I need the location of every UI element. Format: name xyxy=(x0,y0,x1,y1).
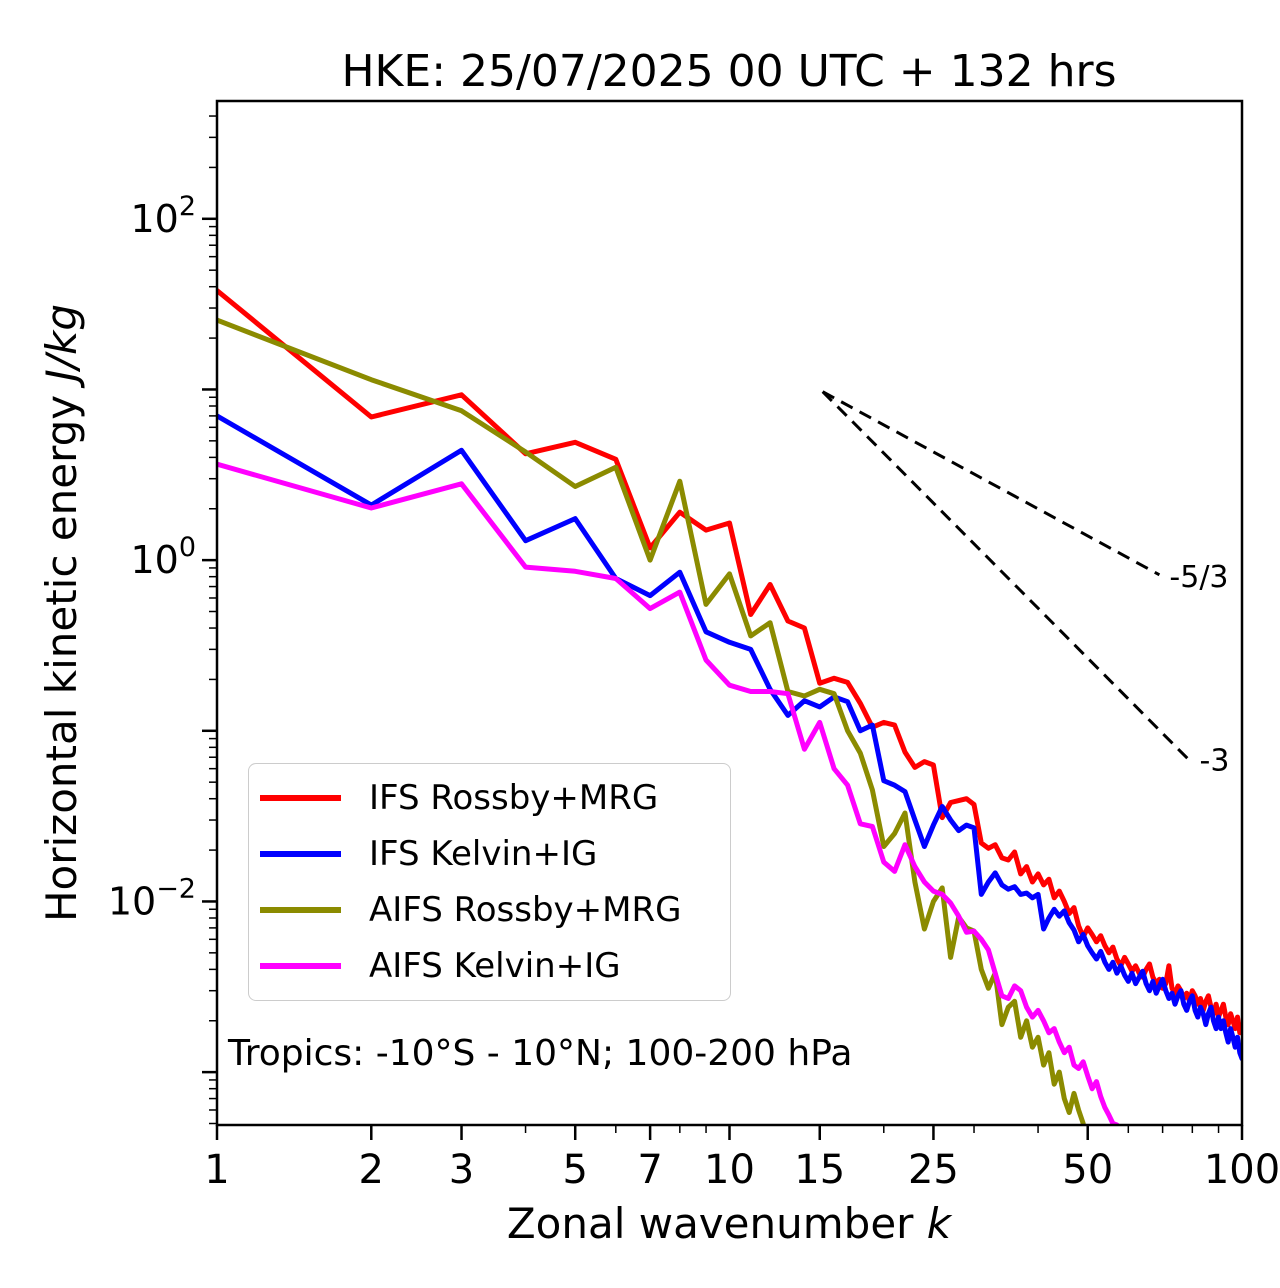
axis-ticks: 1 2 3 5 7 10 15 25 50 100 102 100 10−2 xyxy=(108,115,1280,1193)
reference-slope-lines: -5/3 -3 xyxy=(821,390,1230,778)
y-axis-label-text: Horizontal kinetic energy xyxy=(37,382,86,923)
series-line-aifs-kelvin-ig xyxy=(217,461,1120,1125)
series-line-ifs-rossby-mrg xyxy=(217,288,1242,1036)
y-tick-label: 102 xyxy=(130,191,196,241)
slope-guide--3 xyxy=(821,390,1191,762)
legend-item-aifs-kelvin-ig: AIFS Kelvin+IG xyxy=(249,949,730,983)
legend-label-aifs-kelvin-ig: AIFS Kelvin+IG xyxy=(369,946,621,986)
legend-swatch-ifs-rossby-mrg xyxy=(260,795,341,801)
y-axis-label-math: J/kg xyxy=(37,304,86,389)
chart-title: HKE: 25/07/2025 00 UTC + 132 hrs xyxy=(341,46,1116,97)
x-tick-label-5: 5 xyxy=(562,1147,587,1193)
series-line-aifs-rossby-mrg xyxy=(217,317,1086,1125)
legend-item-aifs-rossby-mrg: AIFS Rossby+MRG xyxy=(249,893,730,927)
legend-swatch-ifs-kelvin-ig xyxy=(260,851,341,857)
legend-item-ifs-rossby-mrg: IFS Rossby+MRG xyxy=(249,781,730,815)
y-axis-label: Horizontal kinetic energy J/kg xyxy=(37,304,86,922)
x-axis-label: Zonal wavenumber k xyxy=(507,1199,953,1248)
y-tick-label: 100 xyxy=(130,532,196,582)
x-tick-label-2: 2 xyxy=(359,1147,384,1193)
series-lines xyxy=(217,288,1242,1125)
legend-label-ifs-kelvin-ig: IFS Kelvin+IG xyxy=(369,834,598,874)
legend-label-aifs-rossby-mrg: AIFS Rossby+MRG xyxy=(369,890,682,930)
x-tick-label-3: 3 xyxy=(449,1147,474,1193)
slope-guide-label--3: -3 xyxy=(1200,743,1230,778)
legend-item-ifs-kelvin-ig: IFS Kelvin+IG xyxy=(249,837,730,871)
series-line-ifs-kelvin-ig xyxy=(217,413,1242,1062)
plot-frame xyxy=(215,99,1244,1127)
legend-swatch-aifs-kelvin-ig xyxy=(260,963,341,969)
x-tick-label-15: 15 xyxy=(794,1147,845,1193)
legend-label-ifs-rossby-mrg: IFS Rossby+MRG xyxy=(369,778,659,818)
slope-guide--5/3 xyxy=(821,390,1161,577)
x-axis-label-text: Zonal wavenumber xyxy=(507,1199,927,1248)
x-axis-label-math: k xyxy=(927,1199,953,1248)
legend: IFS Rossby+MRG IFS Kelvin+IG AIFS Rossby… xyxy=(248,763,731,1001)
x-tick-label-100: 100 xyxy=(1204,1147,1280,1193)
x-tick-label-10: 10 xyxy=(704,1147,755,1193)
x-tick-label-7: 7 xyxy=(637,1147,662,1193)
y-tick-label: 10−2 xyxy=(108,873,196,923)
x-tick-label-50: 50 xyxy=(1062,1147,1113,1193)
x-tick-label-25: 25 xyxy=(908,1147,959,1193)
region-annotation: Tropics: -10°S - 10°N; 100-200 hPa xyxy=(228,1033,853,1074)
x-tick-label-1: 1 xyxy=(204,1147,229,1193)
legend-swatch-aifs-rossby-mrg xyxy=(260,907,341,913)
slope-guide-label--5/3: -5/3 xyxy=(1169,560,1228,595)
